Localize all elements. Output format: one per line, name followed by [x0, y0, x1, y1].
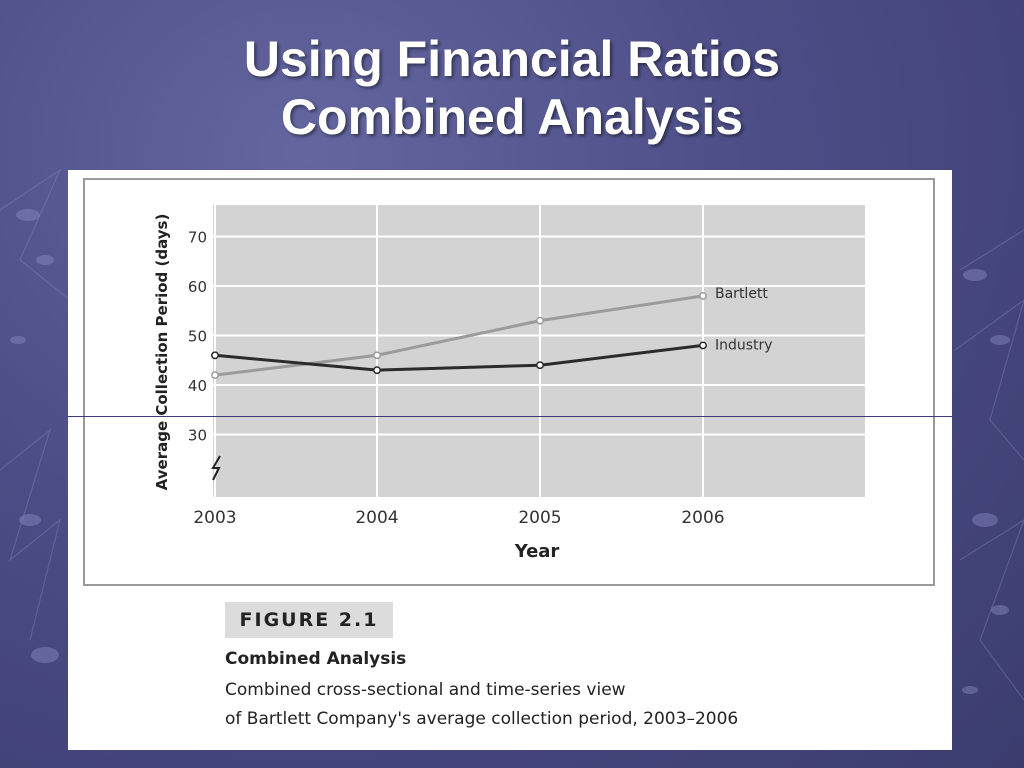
- series-label-bartlett: Bartlett: [715, 286, 768, 302]
- caption-line-1: Combined cross-sectional and time-series…: [225, 680, 626, 700]
- data-point-bartlett-2006: [699, 291, 707, 300]
- slide-title-line2: Combined Analysis: [280, 89, 744, 145]
- x-tick-label: 2006: [681, 508, 724, 528]
- chart-frame: 30 40 50 60 70 2003 2004 2005 2006 Bartlett Indu…: [83, 178, 935, 586]
- data-point-bartlett-2005: [536, 316, 544, 325]
- x-tick-label: 2003: [193, 508, 236, 528]
- figure-panel: 30 40 50 60 70 2003 2004 2005 2006 Bartlett Indu…: [68, 170, 952, 750]
- data-point-bartlett-2004: [373, 351, 381, 360]
- grid-lines: [213, 205, 865, 497]
- x-tick-label: 2005: [518, 508, 561, 528]
- x-tick-label: 2004: [355, 508, 398, 528]
- data-point-industry-2003: [211, 351, 219, 360]
- x-axis-label: Year: [514, 541, 560, 562]
- line-chart: 30 40 50 60 70 2003 2004 2005 2006 Bartlett Indu…: [153, 205, 865, 562]
- series-line-bartlett: [214, 294, 704, 377]
- y-tick-label: 60: [188, 278, 207, 296]
- y-tick-labels: 30 40 50 60 70: [188, 229, 207, 445]
- divider-line: [68, 416, 952, 417]
- data-point-industry-2005: [536, 361, 544, 370]
- data-series: Bartlett Industry: [211, 286, 773, 380]
- y-tick-label: 40: [188, 377, 207, 395]
- y-tick-label: 70: [188, 229, 207, 247]
- series-label-industry: Industry: [715, 337, 773, 353]
- slide-title-line1: Using Financial Ratios: [243, 31, 781, 87]
- figure-label: FIGURE 2.1: [225, 602, 393, 638]
- data-point-industry-2006: [699, 341, 707, 350]
- slide-title: Using Financial Ratios Combined Analysis: [0, 30, 1024, 146]
- y-tick-label: 50: [188, 328, 207, 346]
- y-tick-label: 30: [188, 427, 207, 445]
- caption-title: Combined Analysis: [225, 649, 407, 669]
- data-point-industry-2004: [373, 366, 381, 375]
- series-line-industry: [214, 343, 704, 372]
- x-tick-labels: 2003 2004 2005 2006: [193, 508, 724, 528]
- axis-break-mark: [211, 455, 221, 481]
- y-axis-label: Average Collection Period (days): [153, 214, 171, 491]
- data-point-bartlett-2003: [211, 371, 219, 380]
- caption-line-2: of Bartlett Company's average collection…: [225, 709, 739, 729]
